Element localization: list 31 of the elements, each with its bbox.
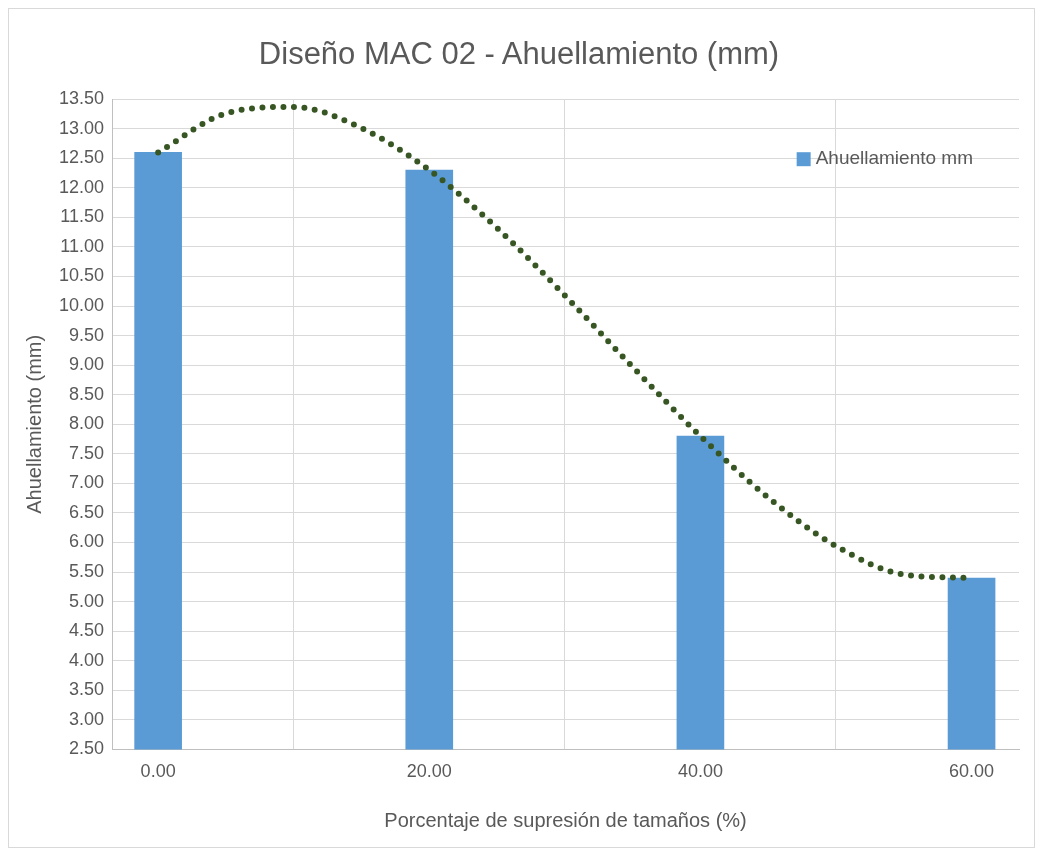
y-tick-label: 8.00 [69,413,105,434]
y-tick-label: 2.50 [69,738,105,759]
y-tick-label: 7.00 [69,472,105,493]
y-tick-label: 12.50 [59,147,105,168]
y-tick-label: 3.00 [69,708,105,729]
x-tick-label: 40.00 [677,761,723,782]
y-tick-label: 5.00 [69,590,105,611]
y-tick-label: 7.50 [69,442,105,463]
x-tick-label: 20.00 [406,761,452,782]
y-tick-label: 3.50 [69,679,105,700]
x-axis-title: Porcentaje de supresión de tamaños (%) [384,808,747,831]
y-tick-label: 8.50 [69,383,105,404]
y-tick-label: 9.00 [69,354,105,375]
y-tick-label: 13.00 [59,117,105,138]
y-tick-label: 5.50 [69,561,105,582]
y-tick-label: 6.00 [69,531,105,552]
chart-title: Diseño MAC 02 - Ahuellamiento (mm) [258,36,780,72]
y-axis-title: Ahuellamiento (mm) [22,334,45,514]
x-tick-label: 0.00 [140,761,176,782]
y-tick-label: 11.00 [60,235,105,256]
y-tick-label: 10.50 [59,265,105,286]
y-tick-label: 11.50 [60,206,105,227]
x-tick-label: 60.00 [949,761,995,782]
legend-label: Ahuellamiento mm [815,147,973,169]
y-tick-label: 13.50 [59,88,105,109]
y-tick-label: 4.00 [69,649,105,670]
y-tick-label: 12.00 [59,176,105,197]
y-tick-label: 6.50 [69,501,105,522]
y-tick-label: 9.50 [69,324,105,345]
y-tick-label: 4.50 [69,620,105,641]
y-tick-label: 10.00 [59,295,105,316]
